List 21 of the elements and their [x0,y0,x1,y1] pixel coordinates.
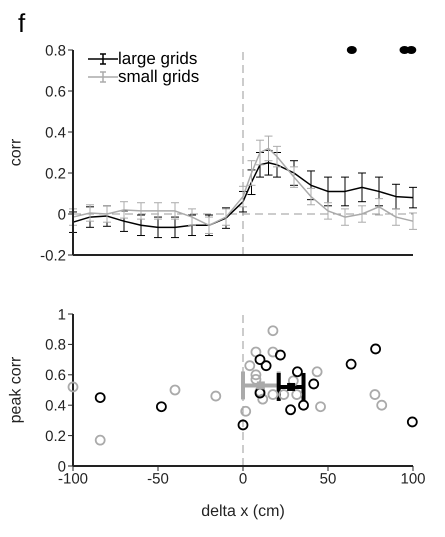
y-tick-label: 0.8 [45,42,66,60]
y-tick-label: 0.2 [45,428,66,445]
y-tick-label: 0.2 [45,165,66,182]
x-tick-label: 100 [400,470,426,488]
x-tick-label: 0 [238,470,248,488]
x-tick-label: 50 [320,470,336,488]
x-tick-label: -50 [147,470,169,488]
y-axis-title: corr [8,138,25,166]
y-tick-label: -0.2 [40,247,66,264]
x-axis-title: delta x (cm) [201,503,285,520]
y-tick-label: 0.8 [45,336,66,354]
chart-title: f [18,8,26,38]
legend-label: large grids [118,49,198,68]
y-tick-label: 1 [58,306,66,324]
y-tick-label: 0.4 [45,124,66,142]
y-tick-label: 0.6 [45,83,66,100]
legend-label: small grids [118,67,200,86]
y-tick-label: 0.6 [45,367,66,384]
y-tick-label: 0.4 [45,398,66,415]
y-tick-label: 0 [58,206,66,224]
y-axis-title: peak corr [8,356,25,424]
